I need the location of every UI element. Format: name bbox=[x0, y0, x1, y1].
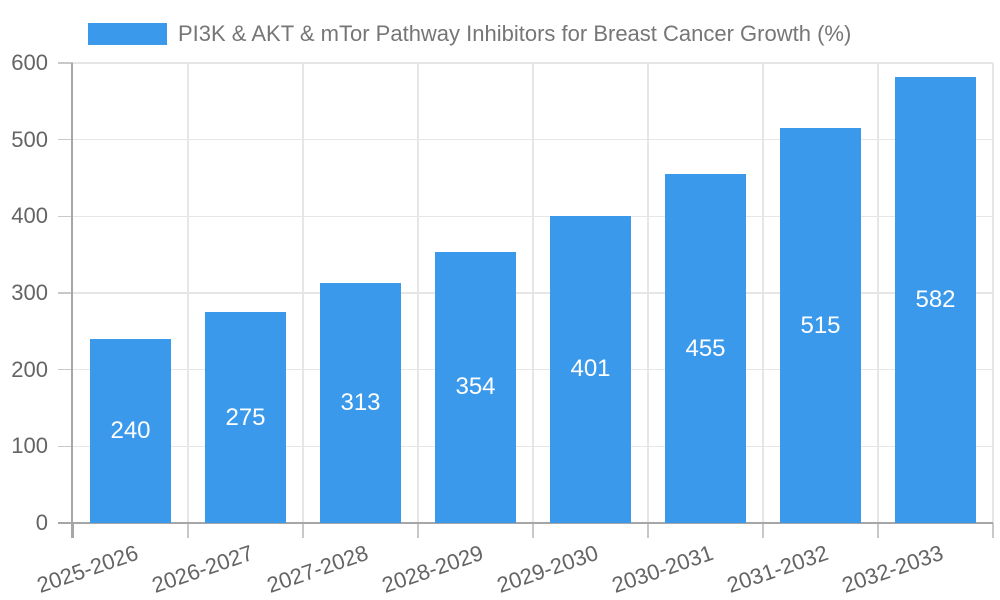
x-axis-label: 2025-2026 bbox=[34, 540, 142, 598]
y-tick bbox=[58, 445, 73, 448]
bar[interactable] bbox=[435, 251, 516, 523]
bar[interactable] bbox=[895, 76, 976, 523]
x-tick bbox=[72, 523, 74, 538]
x-tick bbox=[992, 523, 994, 538]
x-axis-line bbox=[58, 522, 993, 524]
bar[interactable] bbox=[780, 128, 861, 523]
x-tick bbox=[877, 523, 879, 538]
bar[interactable] bbox=[320, 283, 401, 523]
y-axis-label: 500 bbox=[11, 126, 48, 152]
legend[interactable]: PI3K & AKT & mTor Pathway Inhibitors for… bbox=[88, 21, 852, 46]
v-gridline bbox=[762, 63, 764, 523]
x-tick bbox=[302, 523, 304, 538]
bar-value-label: 275 bbox=[225, 403, 266, 431]
bar-value-label: 455 bbox=[685, 334, 726, 362]
x-tick bbox=[647, 523, 649, 538]
x-axis-label: 2031-2032 bbox=[724, 540, 832, 598]
x-axis-label: 2028-2029 bbox=[379, 540, 487, 598]
x-axis-label: 2030-2031 bbox=[609, 540, 717, 598]
x-axis-label: 2032-2033 bbox=[839, 540, 947, 598]
bar[interactable] bbox=[90, 339, 171, 523]
y-axis-label: 400 bbox=[11, 203, 48, 229]
bar[interactable] bbox=[205, 312, 286, 523]
bar-value-label: 515 bbox=[800, 311, 841, 339]
v-gridline bbox=[992, 63, 994, 523]
bar-value-label: 401 bbox=[570, 355, 611, 383]
v-gridline bbox=[647, 63, 649, 523]
y-tick bbox=[58, 292, 73, 294]
x-tick bbox=[417, 523, 419, 538]
y-axis-label: 600 bbox=[11, 50, 48, 75]
x-axis-label: 2026-2027 bbox=[149, 540, 257, 598]
v-gridline bbox=[417, 63, 419, 523]
y-tick bbox=[58, 215, 73, 218]
x-tick bbox=[532, 523, 534, 538]
v-gridline bbox=[187, 63, 189, 523]
y-axis-line bbox=[71, 63, 73, 538]
bar[interactable] bbox=[550, 215, 631, 523]
x-tick bbox=[187, 523, 189, 538]
legend-swatch bbox=[88, 23, 167, 45]
bar-value-label: 582 bbox=[915, 285, 956, 313]
bar-value-label: 354 bbox=[455, 373, 496, 401]
x-axis-label: 2027-2028 bbox=[264, 540, 372, 598]
x-tick bbox=[762, 523, 764, 538]
y-tick bbox=[58, 62, 73, 64]
y-tick bbox=[58, 138, 73, 141]
bar-value-label: 313 bbox=[340, 389, 381, 417]
x-axis-label: 2029-2030 bbox=[494, 540, 602, 598]
bar[interactable] bbox=[665, 174, 746, 523]
y-axis-label: 200 bbox=[11, 356, 48, 382]
y-tick bbox=[58, 368, 73, 371]
y-axis-label: 0 bbox=[35, 510, 48, 535]
bar-value-label: 240 bbox=[110, 417, 151, 444]
v-gridline bbox=[877, 63, 879, 523]
v-gridline bbox=[302, 63, 304, 523]
y-axis-label: 300 bbox=[11, 280, 48, 305]
legend-label: PI3K & AKT & mTor Pathway Inhibitors for… bbox=[178, 21, 852, 46]
y-axis-label: 100 bbox=[11, 433, 48, 459]
v-gridline bbox=[532, 63, 534, 523]
